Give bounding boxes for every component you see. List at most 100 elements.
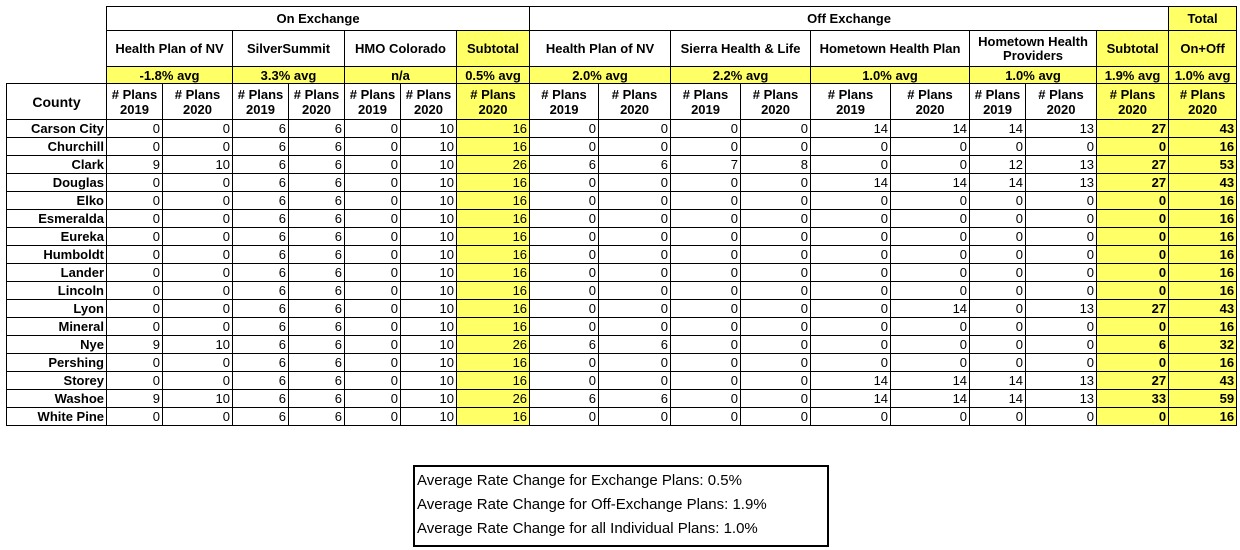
column-header: # Plans 2019 bbox=[106, 83, 163, 120]
column-header: # Plans 2019 bbox=[969, 83, 1027, 120]
plan-count: 16 bbox=[1168, 227, 1238, 246]
plan-count: 0 bbox=[598, 263, 672, 282]
plan-count: 0 bbox=[529, 281, 600, 300]
group-header: Off Exchange bbox=[529, 6, 1170, 31]
plan-count: 0 bbox=[106, 299, 163, 318]
plan-count: 10 bbox=[400, 227, 457, 246]
plan-count: 6 bbox=[232, 227, 289, 246]
plan-count: 0 bbox=[810, 299, 892, 318]
plan-count: 10 bbox=[400, 281, 457, 300]
plan-count: 13 bbox=[1025, 173, 1098, 192]
county: Lincoln bbox=[6, 281, 107, 300]
plan-count: 0 bbox=[1096, 245, 1170, 264]
plan-count: 0 bbox=[162, 281, 233, 300]
plan-count: 16 bbox=[455, 263, 531, 282]
plan-count: 13 bbox=[1025, 155, 1098, 174]
plan-header: SilverSummit bbox=[232, 30, 345, 67]
plan-count: 0 bbox=[969, 137, 1027, 156]
plan-count: 0 bbox=[1025, 209, 1098, 228]
column-header: # Plans 2019 bbox=[344, 83, 401, 120]
plan-header: On+Off bbox=[1168, 30, 1238, 67]
plan-count: 16 bbox=[455, 245, 531, 264]
plan-count: 6 bbox=[288, 371, 345, 390]
plan-count: 0 bbox=[106, 263, 163, 282]
plan-count: 0 bbox=[890, 191, 971, 210]
plan-count: 0 bbox=[106, 245, 163, 264]
plan-count: 14 bbox=[890, 389, 971, 408]
plan-count: 6 bbox=[232, 317, 289, 336]
plan-count: 53 bbox=[1168, 155, 1238, 174]
plan-count: 0 bbox=[890, 245, 971, 264]
plan-count: 0 bbox=[890, 281, 971, 300]
plan-count: 6 bbox=[288, 173, 345, 192]
plan-count: 0 bbox=[670, 335, 742, 354]
plan-count: 0 bbox=[740, 245, 812, 264]
plan-count: 26 bbox=[455, 389, 531, 408]
plan-count: 6 bbox=[232, 281, 289, 300]
county: Pershing bbox=[6, 353, 107, 372]
plan-count: 0 bbox=[1096, 227, 1170, 246]
plan-count: 0 bbox=[529, 119, 600, 138]
county: Nye bbox=[6, 335, 107, 354]
plan-count: 6 bbox=[232, 407, 289, 426]
plan-count: 0 bbox=[740, 137, 812, 156]
plan-count: 0 bbox=[740, 335, 812, 354]
plan-count: 10 bbox=[400, 191, 457, 210]
column-header: # Plans 2020 bbox=[400, 83, 457, 120]
plan-count: 0 bbox=[1096, 317, 1170, 336]
plan-count: 0 bbox=[344, 137, 401, 156]
plan-count: 0 bbox=[344, 227, 401, 246]
plan-count: 6 bbox=[232, 263, 289, 282]
plan-count: 43 bbox=[1168, 371, 1238, 390]
plan-count: 0 bbox=[890, 227, 971, 246]
plan-count: 0 bbox=[890, 407, 971, 426]
plan-count: 0 bbox=[598, 173, 672, 192]
plan-count: 0 bbox=[890, 353, 971, 372]
average-change: 2.0% avg bbox=[529, 66, 672, 84]
plan-count: 0 bbox=[529, 407, 600, 426]
plan-count: 6 bbox=[288, 227, 345, 246]
plan-count: 0 bbox=[1096, 137, 1170, 156]
plan-count: 12 bbox=[969, 155, 1027, 174]
plan-count: 14 bbox=[810, 371, 892, 390]
plan-count: 16 bbox=[1168, 137, 1238, 156]
table-row: Carson City 0 0 6 6 0 10 16 0 0 0 0 14 14 14 13 27 43 bbox=[6, 119, 1238, 138]
plan-count: 0 bbox=[670, 263, 742, 282]
plan-count: 10 bbox=[162, 389, 233, 408]
plan-count: 6 bbox=[232, 191, 289, 210]
plan-count: 6 bbox=[288, 245, 345, 264]
plan-count: 0 bbox=[529, 191, 600, 210]
plan-count: 43 bbox=[1168, 173, 1238, 192]
note-line: Average Rate Change for all Individual P… bbox=[417, 520, 758, 537]
plan-count: 0 bbox=[344, 299, 401, 318]
plan-count: 0 bbox=[670, 371, 742, 390]
plan-count: 16 bbox=[455, 191, 531, 210]
plan-count: 0 bbox=[810, 227, 892, 246]
plan-count: 8 bbox=[740, 155, 812, 174]
plan-count: 0 bbox=[106, 191, 163, 210]
plan-count: 0 bbox=[969, 227, 1027, 246]
plan-count: 6 bbox=[288, 155, 345, 174]
plan-count: 0 bbox=[810, 245, 892, 264]
plan-count: 0 bbox=[969, 299, 1027, 318]
plan-count: 27 bbox=[1096, 155, 1170, 174]
table-row: Lander 0 0 6 6 0 10 16 0 0 0 0 0 0 0 0 0 16 bbox=[6, 263, 1238, 282]
plan-count: 6 bbox=[288, 335, 345, 354]
plan-header: HMO Colorado bbox=[344, 30, 457, 67]
table-row: Washoe 9 10 6 6 0 10 26 6 6 0 0 14 14 14 13 33 59 bbox=[6, 389, 1238, 408]
blank bbox=[7, 67, 107, 84]
plan-count: 0 bbox=[344, 173, 401, 192]
plan-count: 0 bbox=[529, 299, 600, 318]
plan-count: 0 bbox=[1025, 263, 1098, 282]
plan-count: 0 bbox=[810, 353, 892, 372]
plan-count: 0 bbox=[670, 227, 742, 246]
plan-count: 0 bbox=[810, 317, 892, 336]
column-header: # Plans 2019 bbox=[529, 83, 600, 120]
table-row: Douglas 0 0 6 6 0 10 16 0 0 0 0 14 14 14 13 27 43 bbox=[6, 173, 1238, 192]
plan-count: 0 bbox=[740, 281, 812, 300]
plan-count: 0 bbox=[1025, 335, 1098, 354]
plan-count: 0 bbox=[1025, 281, 1098, 300]
column-header: # Plans 2020 bbox=[740, 83, 812, 120]
column-header: # Plans 2020 bbox=[288, 83, 345, 120]
plan-count: 14 bbox=[810, 119, 892, 138]
